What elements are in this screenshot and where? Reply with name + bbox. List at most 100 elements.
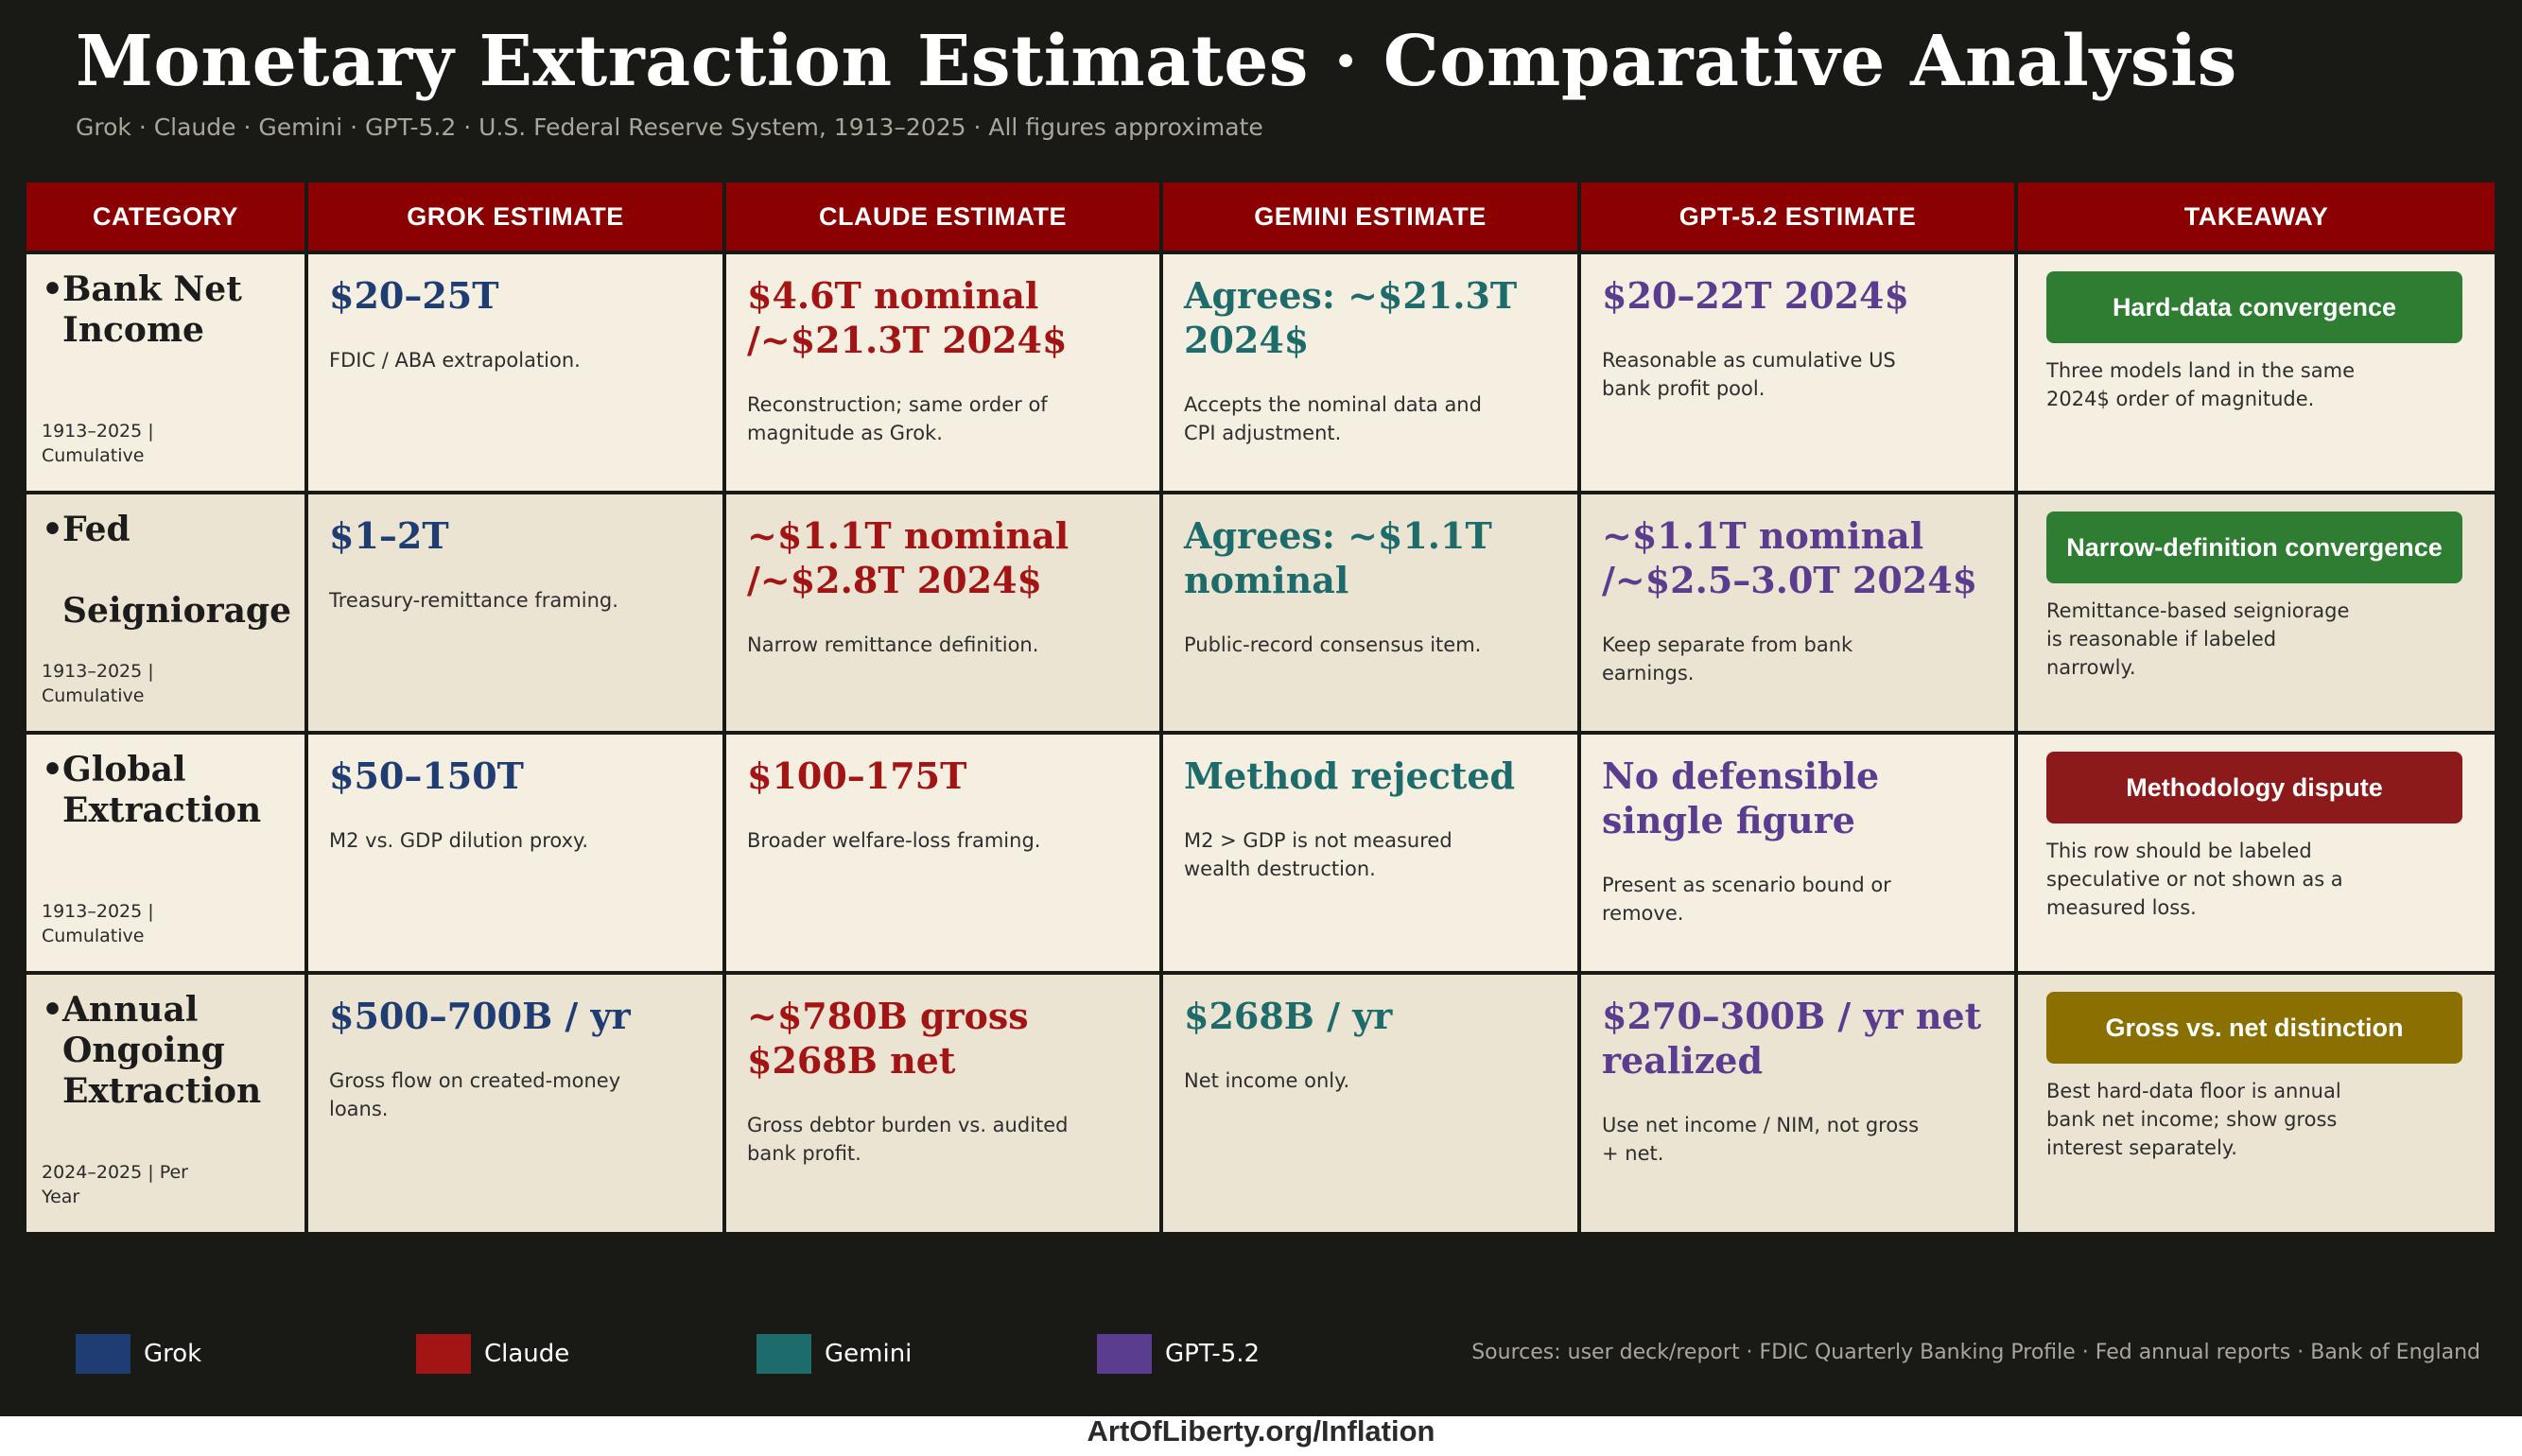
cell-takeaway: Narrow-definition convergence Remittance… [2018, 494, 2495, 731]
column-header-gpt: GPT-5.2 ESTIMATE [1581, 182, 2014, 251]
legend-item-claude: Claude [416, 1333, 569, 1375]
cell-grok: $1–2T Treasury-remittance framing. [308, 494, 722, 731]
estimate-note: Broader welfare-loss framing. [747, 829, 1041, 852]
estimate-note: Public-record consensus item. [1184, 633, 1482, 656]
legend-swatch [757, 1334, 811, 1374]
legend-label: GPT-5.2 [1165, 1340, 1261, 1368]
estimate-value: $100–175T [747, 754, 967, 797]
estimate-note: Gross debtor burden vs. audited bank pro… [747, 1114, 1069, 1165]
bullet: • [42, 990, 64, 1030]
estimate-note: Treasury-remittance framing. [329, 589, 618, 612]
takeaway-note: Best hard-data floor is annual bank net … [2046, 1080, 2341, 1159]
estimate-note: Gross flow on created-money loans. [329, 1069, 621, 1120]
estimate-value: $20–22T 2024$ [1602, 274, 1909, 317]
takeaway-note: Three models land in the same 2024$ orde… [2046, 359, 2355, 410]
comparison-table: CATEGORY GROK ESTIMATE CLAUDE ESTIMATE G… [26, 182, 2495, 1232]
cell-grok: $20–25T FDIC / ABA extrapolation. [308, 254, 722, 491]
estimate-note: Keep separate from bank earnings. [1602, 633, 1853, 685]
estimate-value: $268B / yr [1184, 995, 1393, 1037]
dark-panel: Monetary Extraction Estimates · Comparat… [0, 0, 2522, 1416]
footer-link[interactable]: ArtOfLiberty.org/Inflation [1087, 1414, 1435, 1447]
estimate-value: Method rejected [1184, 754, 1516, 797]
column-header-gemini: GEMINI ESTIMATE [1163, 182, 1577, 251]
column-header-claude: CLAUDE ESTIMATE [726, 182, 1159, 251]
cell-grok: $500–700B / yr Gross flow on created-mon… [308, 975, 722, 1232]
legend-swatch [1097, 1334, 1152, 1374]
estimate-value: $20–25T [329, 274, 499, 317]
category-range: 1913–2025 | Cumulative [42, 901, 154, 946]
row-category-bank-net-income: • Bank Net Income 1913–2025 | Cumulative [26, 254, 304, 491]
estimate-note: Reasonable as cumulative US bank profit … [1602, 349, 1896, 400]
takeaway-note: Remittance-based seigniorage is reasonab… [2046, 599, 2350, 679]
legend-item-grok: Grok [76, 1333, 201, 1375]
cell-grok: $50–150T M2 vs. GDP dilution proxy. [308, 735, 722, 971]
bullet: • [42, 269, 64, 309]
estimate-note: M2 vs. GDP dilution proxy. [329, 829, 589, 852]
estimate-value: ~$1.1T nominal /~$2.5–3.0T 2024$ [1602, 514, 1978, 601]
takeaway-badge: Methodology dispute [2046, 752, 2462, 823]
cell-claude: $4.6T nominal /~$21.3T 2024$ Reconstruct… [726, 254, 1159, 491]
estimate-value: No defensible single figure [1602, 754, 1880, 841]
estimate-value: $1–2T [329, 514, 449, 557]
estimate-value: $270–300B / yr net realized [1602, 995, 1982, 1082]
row-category-global-extraction: • Global Extraction 1913–2025 | Cumulativ… [26, 735, 304, 971]
category-range: 1913–2025 | Cumulative [42, 661, 154, 706]
sources-note: Sources: user deck/report · FDIC Quarter… [1471, 1341, 2480, 1364]
category-range: 1913–2025 | Cumulative [42, 421, 154, 466]
legend-item-gpt: GPT-5.2 [1097, 1333, 1260, 1375]
legend-label: Claude [484, 1340, 570, 1368]
page-subtitle: Grok · Claude · Gemini · GPT-5.2 · U.S. … [76, 113, 1263, 141]
takeaway-badge: Hard-data convergence [2046, 271, 2462, 343]
legend-swatch [76, 1334, 130, 1374]
legend-label: Grok [144, 1340, 202, 1368]
estimate-note: M2 > GDP is not measured wealth destruct… [1184, 829, 1452, 880]
cell-gpt: $270–300B / yr net realized Use net inco… [1581, 975, 2014, 1232]
cell-gemini: $268B / yr Net income only. [1163, 975, 1577, 1232]
column-header-grok: GROK ESTIMATE [308, 182, 722, 251]
cell-takeaway: Hard-data convergence Three models land … [2018, 254, 2495, 491]
row-category-annual-ongoing-extraction: • Annual Ongoing Extraction 2024–2025 | P… [26, 975, 304, 1232]
cell-claude: ~$1.1T nominal /~$2.8T 2024$ Narrow remi… [726, 494, 1159, 731]
cell-gemini: Method rejected M2 > GDP is not measured… [1163, 735, 1577, 971]
category-name: Fed Seigniorage [62, 510, 291, 631]
estimate-value: $500–700B / yr [329, 995, 631, 1037]
cell-gpt: $20–22T 2024$ Reasonable as cumulative U… [1581, 254, 2014, 491]
estimate-note: Use net income / NIM, not gross + net. [1602, 1114, 1920, 1165]
column-header-takeaway: TAKEAWAY [2018, 182, 2495, 251]
category-name: Bank Net Income [62, 269, 242, 350]
category-range: 2024–2025 | Per Year [42, 1162, 188, 1207]
cell-gemini: Agrees: ~$21.3T 2024$ Accepts the nomina… [1163, 254, 1577, 491]
estimate-note: Narrow remittance definition. [747, 633, 1039, 656]
legend-label: Gemini [825, 1340, 913, 1368]
takeaway-note: This row should be labeled speculative o… [2046, 840, 2343, 919]
cell-claude: $100–175T Broader welfare-loss framing. [726, 735, 1159, 971]
estimate-note: FDIC / ABA extrapolation. [329, 349, 581, 372]
estimate-note: Accepts the nominal data and CPI adjustm… [1184, 393, 1482, 444]
column-header-category: CATEGORY [26, 182, 304, 251]
cell-gemini: Agrees: ~$1.1T nominal Public-record con… [1163, 494, 1577, 731]
row-category-fed-seigniorage: • Fed Seigniorage 1913–2025 | Cumulative [26, 494, 304, 731]
estimate-note: Present as scenario bound or remove. [1602, 874, 1891, 925]
cell-gpt: ~$1.1T nominal /~$2.5–3.0T 2024$ Keep se… [1581, 494, 2014, 731]
takeaway-badge: Narrow-definition convergence [2046, 511, 2462, 583]
estimate-value: $50–150T [329, 754, 524, 797]
estimate-value: $4.6T nominal /~$21.3T 2024$ [747, 274, 1068, 361]
takeaway-badge: Gross vs. net distinction [2046, 992, 2462, 1064]
estimate-value: Agrees: ~$21.3T 2024$ [1184, 274, 1518, 361]
estimate-value: Agrees: ~$1.1T nominal [1184, 514, 1492, 601]
cell-gpt: No defensible single figure Present as s… [1581, 735, 2014, 971]
estimate-value: ~$1.1T nominal /~$2.8T 2024$ [747, 514, 1070, 601]
legend-swatch [416, 1334, 471, 1374]
category-name: Annual Ongoing Extraction [62, 990, 262, 1111]
estimate-note: Reconstruction; same order of magnitude … [747, 393, 1048, 444]
cell-takeaway: Gross vs. net distinction Best hard-data… [2018, 975, 2495, 1232]
cell-takeaway: Methodology dispute This row should be l… [2018, 735, 2495, 971]
legend-item-gemini: Gemini [757, 1333, 912, 1375]
cell-claude: ~$780B gross $268B net Gross debtor burd… [726, 975, 1159, 1232]
page-title: Monetary Extraction Estimates · Comparat… [76, 21, 2237, 102]
bullet: • [42, 750, 64, 789]
estimate-note: Net income only. [1184, 1069, 1350, 1092]
estimate-value: ~$780B gross $268B net [747, 995, 1029, 1082]
bullet: • [42, 510, 64, 549]
category-name: Global Extraction [62, 750, 262, 830]
